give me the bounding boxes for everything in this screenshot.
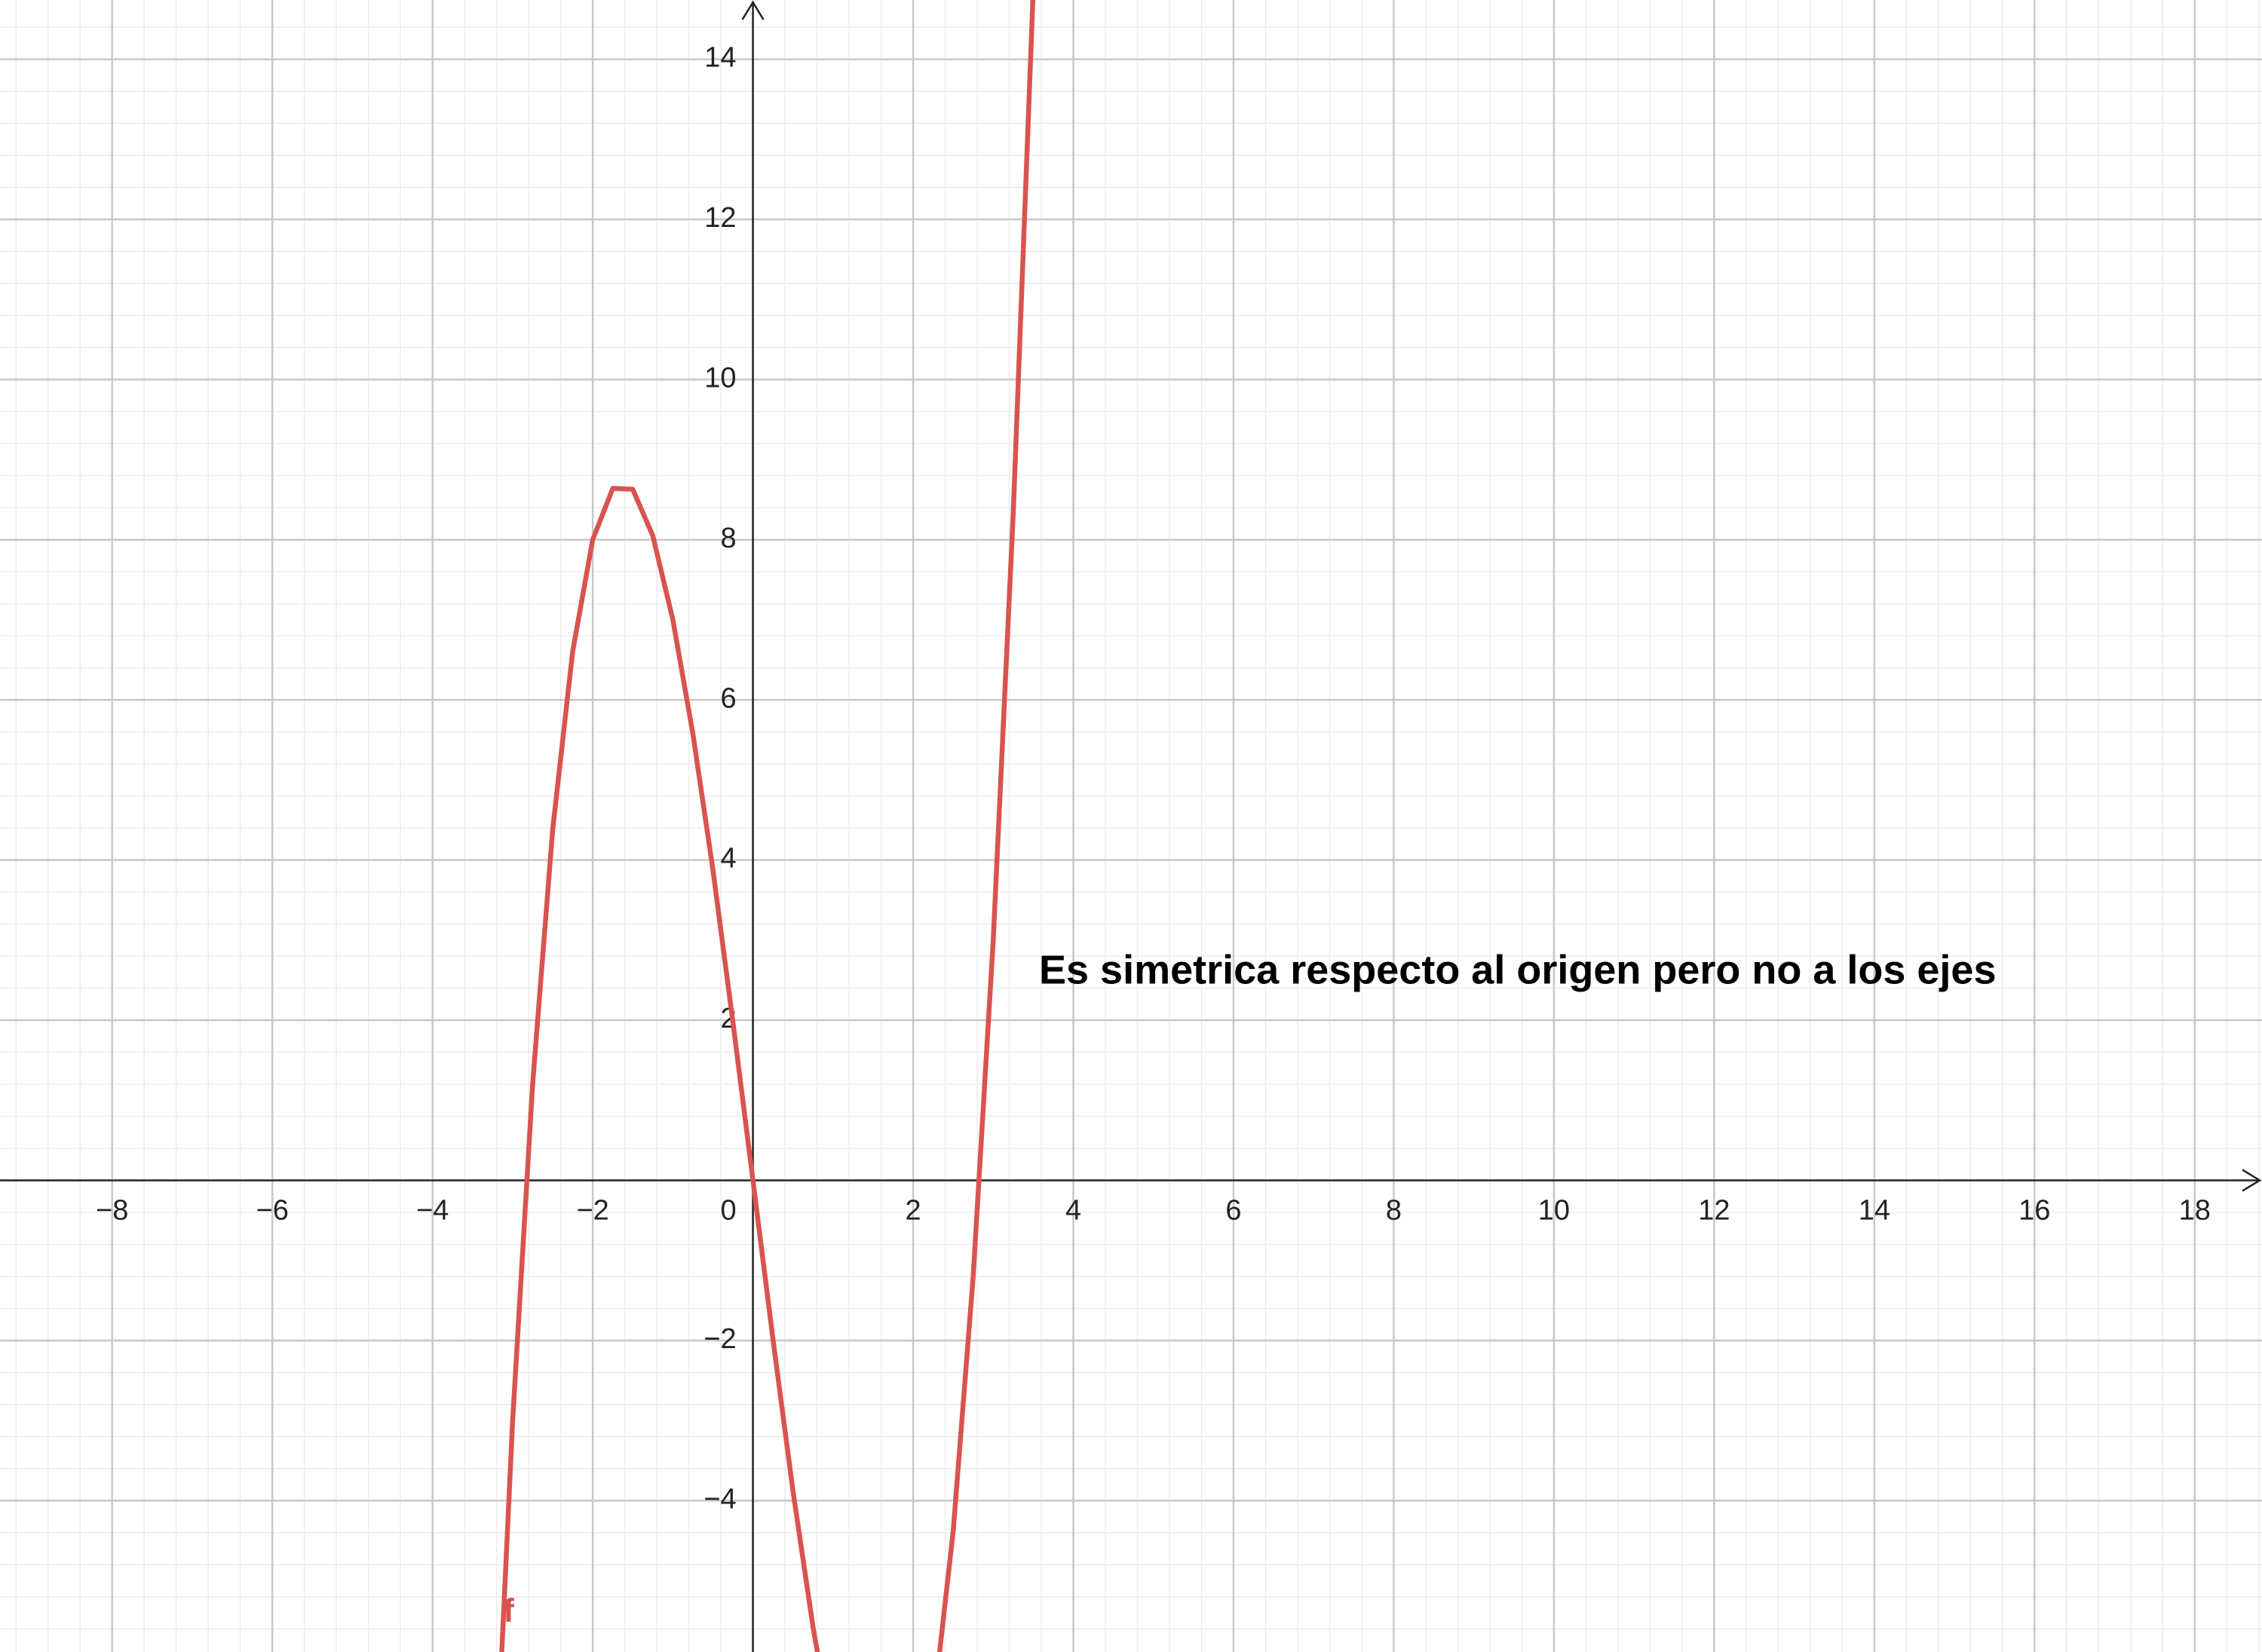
x-axis-arrow [2242, 1169, 2262, 1192]
y-tick-label: 4 [720, 843, 736, 875]
x-tick-label: −2 [576, 1194, 608, 1226]
y-tick-label: 8 [720, 523, 736, 554]
x-tick-label: 6 [1225, 1194, 1241, 1226]
x-tick-label: −8 [96, 1194, 128, 1226]
y-axis-arrow [741, 0, 765, 20]
x-tick-label: 8 [1386, 1194, 1402, 1226]
y-tick-label: 10 [704, 362, 736, 394]
x-tick-label: 4 [1065, 1194, 1081, 1226]
y-tick-label: −2 [703, 1323, 736, 1355]
function-curve [499, 0, 1036, 1652]
x-tick-label: 0 [720, 1194, 736, 1226]
x-tick-label: 12 [1698, 1194, 1730, 1226]
curves [499, 0, 1036, 1652]
x-tick-label: 2 [905, 1194, 921, 1226]
x-tick-label: −6 [256, 1194, 289, 1226]
y-tick-label: −4 [703, 1483, 736, 1515]
y-tick-label: 12 [704, 202, 736, 234]
x-tick-label: 18 [2179, 1194, 2211, 1226]
x-tick-label: 14 [1859, 1194, 1890, 1226]
y-tick-label: 6 [720, 682, 736, 714]
y-tick-label: 14 [704, 42, 736, 74]
annotation: Es simetrica respecto al origen pero no … [1039, 947, 1997, 992]
x-tick-label: −4 [416, 1194, 449, 1226]
function-label: f [503, 1592, 514, 1629]
x-tick-label: 16 [2018, 1194, 2050, 1226]
x-tick-label: 10 [1538, 1194, 1570, 1226]
